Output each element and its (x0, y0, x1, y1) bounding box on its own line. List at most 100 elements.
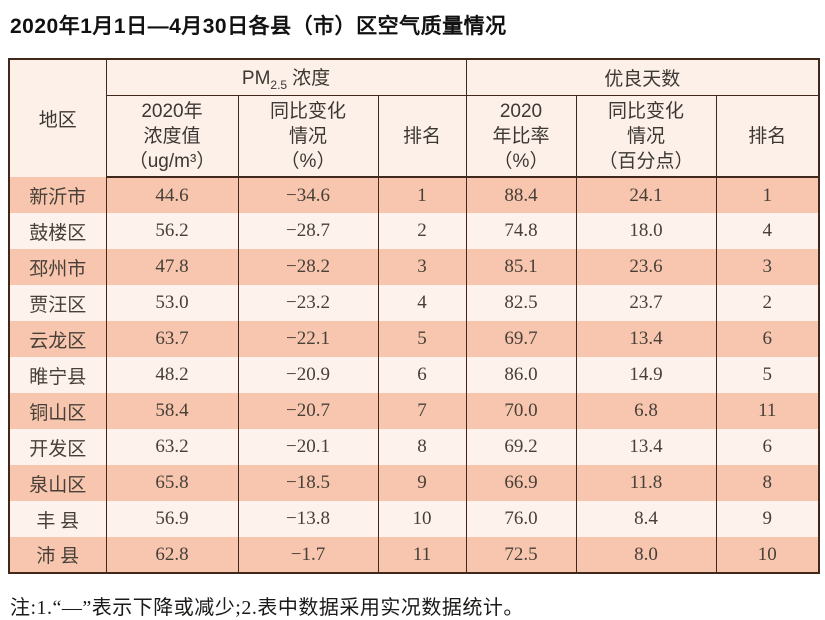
table-row: 铜山区 58.4 −20.7 7 70.0 6.8 11 (8, 393, 820, 430)
pm-rank-cell: 3 (377, 249, 467, 286)
header-pm-change-line3: （%） (280, 150, 336, 172)
sub-header-row: 2020年 浓度值 （ug/m³） 同比变化 情况 （%） 排名 2020 年比… (9, 95, 820, 179)
good-rank-cell: 6 (715, 429, 820, 466)
header-pm-value-line1: 2020年 (141, 100, 203, 122)
good-rate-cell: 70.0 (465, 393, 577, 430)
header-pm-value-line2: 浓度值 (143, 125, 201, 147)
good-change-cell: 8.4 (575, 501, 717, 538)
pm25-label-suffix: 浓度 (292, 68, 331, 90)
good-rank-cell: 8 (715, 465, 820, 502)
pm-value-cell: 62.8 (105, 537, 239, 574)
table-row: 丰 县 56.9 −13.8 10 76.0 8.4 9 (8, 501, 820, 538)
header-group-good-days: 优良天数 (465, 59, 820, 96)
pm25-label-prefix: PM (241, 68, 271, 90)
good-rate-cell: 76.0 (465, 501, 577, 538)
good-rate-cell: 72.5 (465, 537, 577, 574)
table-row: 睢宁县 48.2 −20.9 6 86.0 14.9 5 (8, 357, 820, 394)
good-rate-cell: 66.9 (465, 465, 577, 502)
header-good-rate-line3: （%） (493, 150, 549, 172)
pm-rank-cell: 10 (377, 501, 467, 538)
region-cell: 新沂市 (8, 177, 107, 214)
good-rank-cell: 6 (715, 321, 820, 358)
good-rank-cell: 2 (715, 285, 820, 322)
good-change-cell: 13.4 (575, 429, 717, 466)
table-row: 沛 县 62.8 −1.7 11 72.5 8.0 10 (8, 537, 820, 574)
header-region: 地区 (8, 59, 107, 178)
region-cell: 铜山区 (8, 393, 107, 430)
pm-value-cell: 44.6 (105, 177, 239, 214)
table-row: 新沂市 44.6 −34.6 1 88.4 24.1 1 (8, 177, 820, 214)
pm-change-cell: −18.5 (237, 465, 379, 502)
good-change-cell: 6.8 (575, 393, 717, 430)
header-good-rate-line2: 年比率 (492, 125, 550, 147)
pm-value-cell: 56.9 (105, 501, 239, 538)
pm-change-cell: −22.1 (237, 321, 379, 358)
pm-rank-cell: 2 (377, 213, 467, 250)
pm-change-cell: −34.6 (237, 177, 379, 214)
pm25-label-subscript: 2.5 (270, 78, 288, 93)
pm-value-cell: 63.7 (105, 321, 239, 358)
pm-value-cell: 48.2 (105, 357, 239, 394)
table-row: 泉山区 65.8 −18.5 9 66.9 11.8 8 (8, 465, 820, 502)
table-row: 开发区 63.2 −20.1 8 69.2 13.4 6 (8, 429, 820, 466)
good-change-cell: 24.1 (575, 177, 717, 214)
pm-value-cell: 63.2 (105, 429, 239, 466)
pm-change-cell: −1.7 (237, 537, 379, 574)
group-header-row: 地区 PM2.5 浓度 优良天数 (8, 59, 820, 178)
header-group-pm25: PM2.5 浓度 (105, 59, 467, 96)
header-pm-change: 同比变化 情况 （%） (237, 95, 379, 179)
good-rank-cell: 9 (715, 501, 820, 538)
region-cell: 鼓楼区 (8, 213, 107, 250)
header-pm-value-line3: （ug/m³） (128, 150, 216, 172)
header-good-change-line2: 情况 (626, 125, 665, 147)
pm-value-cell: 47.8 (105, 249, 239, 286)
pm-value-cell: 53.0 (105, 285, 239, 322)
region-cell: 睢宁县 (8, 357, 107, 394)
good-rate-cell: 85.1 (465, 249, 577, 286)
pm-rank-cell: 1 (377, 177, 467, 214)
good-change-cell: 8.0 (575, 537, 717, 574)
good-rank-cell: 1 (715, 177, 820, 214)
table-header: 地区 PM2.5 浓度 优良天数 2020年 浓度值 （ug/m³） 同比变化 情… (8, 59, 820, 179)
good-rank-cell: 10 (715, 537, 820, 574)
good-change-cell: 23.7 (575, 285, 717, 322)
pm-value-cell: 56.2 (105, 213, 239, 250)
header-pm-change-line1: 同比变化 (269, 100, 346, 122)
good-change-cell: 11.8 (575, 465, 717, 502)
table-body: 新沂市 44.6 −34.6 1 88.4 24.1 1 鼓楼区 56.2 −2… (8, 177, 820, 574)
pm-change-cell: −28.7 (237, 213, 379, 250)
region-cell: 丰 县 (8, 501, 107, 538)
good-rate-cell: 69.2 (465, 429, 577, 466)
good-rate-cell: 69.7 (465, 321, 577, 358)
header-pm-rank: 排名 (377, 95, 467, 179)
pm-change-cell: −20.1 (237, 429, 379, 466)
header-good-rank: 排名 (715, 95, 820, 179)
page-title: 2020年1月1日—4月30日各县（市）区空气质量情况 (10, 15, 507, 38)
region-cell: 邳州市 (8, 249, 107, 286)
good-rate-cell: 74.8 (465, 213, 577, 250)
footnote: 注:1.“—”表示下降或减少;2.表中数据采用实况数据统计。 (10, 597, 524, 620)
good-rate-cell: 88.4 (465, 177, 577, 214)
good-rate-cell: 86.0 (465, 357, 577, 394)
header-good-change-line3: （百分点） (598, 150, 694, 172)
pm-change-cell: −20.7 (237, 393, 379, 430)
good-change-cell: 14.9 (575, 357, 717, 394)
pm-rank-cell: 6 (377, 357, 467, 394)
pm-rank-cell: 7 (377, 393, 467, 430)
table-row: 云龙区 63.7 −22.1 5 69.7 13.4 6 (8, 321, 820, 358)
pm-change-cell: −23.2 (237, 285, 379, 322)
region-cell: 泉山区 (8, 465, 107, 502)
header-good-rate: 2020 年比率 （%） (465, 95, 577, 179)
good-rank-cell: 3 (715, 249, 820, 286)
pm-rank-cell: 4 (377, 285, 467, 322)
good-change-cell: 13.4 (575, 321, 717, 358)
table-row: 贾汪区 53.0 −23.2 4 82.5 23.7 2 (8, 285, 820, 322)
good-rank-cell: 5 (715, 357, 820, 394)
good-rank-cell: 11 (715, 393, 820, 430)
region-cell: 贾汪区 (8, 285, 107, 322)
pm-rank-cell: 11 (377, 537, 467, 574)
table-row: 邳州市 47.8 −28.2 3 85.1 23.6 3 (8, 249, 820, 286)
pm-rank-cell: 8 (377, 429, 467, 466)
region-cell: 云龙区 (8, 321, 107, 358)
